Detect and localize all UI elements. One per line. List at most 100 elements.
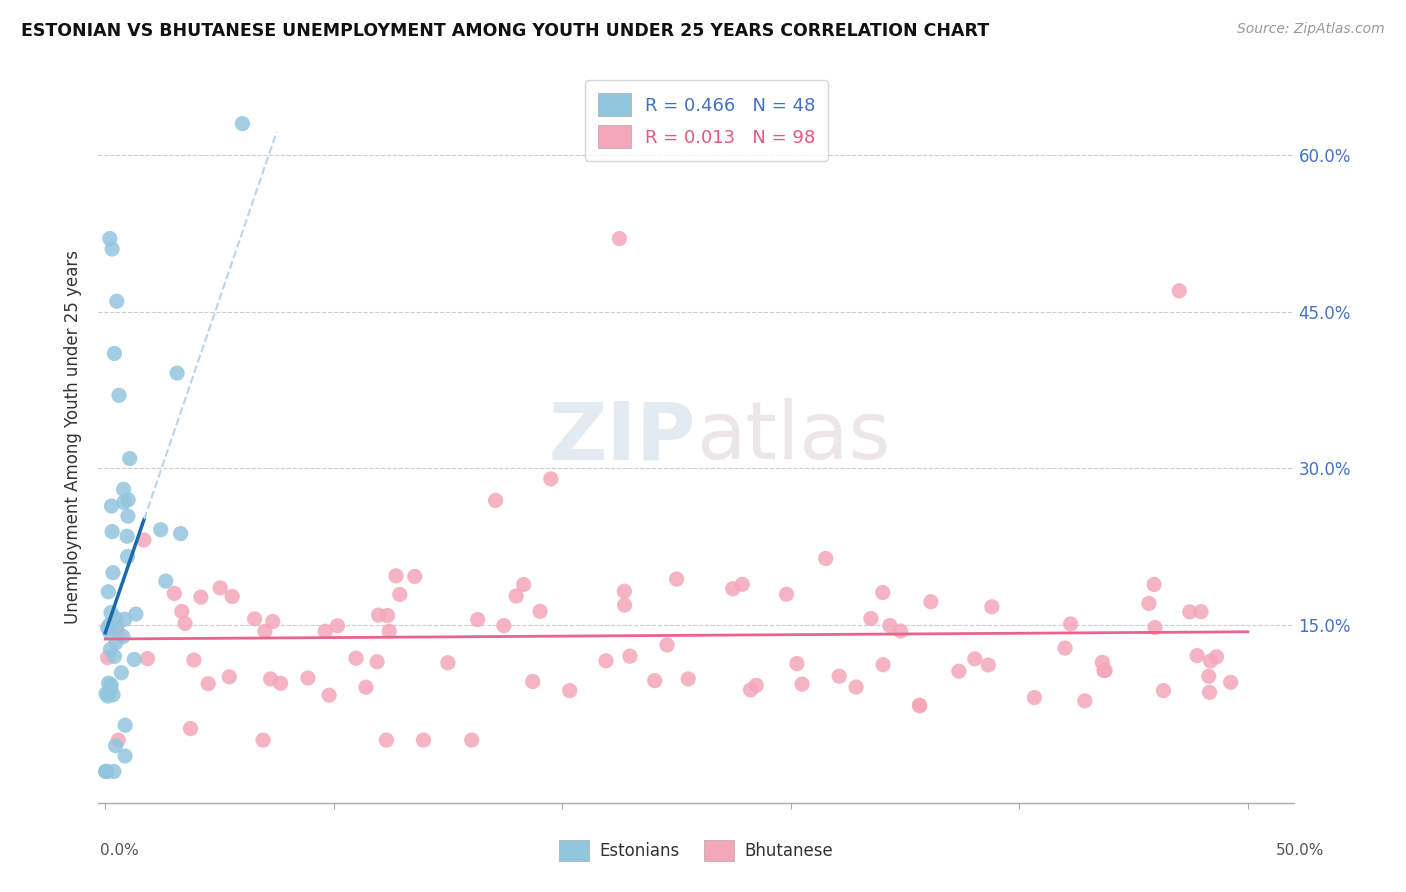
Point <box>872 657 894 672</box>
Point <box>170 604 193 618</box>
Point <box>122 652 145 666</box>
Point <box>114 749 136 764</box>
Point <box>105 294 128 309</box>
Point <box>613 598 636 612</box>
Point <box>512 577 534 591</box>
Point <box>98 617 121 632</box>
Point <box>326 619 349 633</box>
Point <box>112 483 135 497</box>
Point <box>97 584 120 599</box>
Point <box>117 492 139 507</box>
Point <box>529 604 551 618</box>
Point <box>100 678 122 692</box>
Point <box>859 611 882 625</box>
Point <box>678 672 700 686</box>
Point <box>1074 694 1097 708</box>
Point <box>231 117 253 131</box>
Point <box>183 653 205 667</box>
Point <box>731 577 754 591</box>
Point <box>1059 617 1081 632</box>
Point <box>377 608 399 623</box>
Point <box>505 589 527 603</box>
Point <box>94 764 117 779</box>
Point <box>262 615 284 629</box>
Point <box>404 569 426 583</box>
Point <box>1024 690 1046 705</box>
Point <box>1152 683 1174 698</box>
Point <box>221 590 243 604</box>
Point <box>252 733 274 747</box>
Point <box>103 649 125 664</box>
Point <box>1199 654 1222 668</box>
Point <box>101 566 124 580</box>
Point <box>190 590 212 604</box>
Point <box>125 607 148 621</box>
Point <box>179 722 201 736</box>
Point <box>108 388 131 402</box>
Point <box>100 499 122 513</box>
Point <box>354 680 377 694</box>
Point <box>218 670 240 684</box>
Point <box>775 587 797 601</box>
Point <box>98 231 121 245</box>
Text: 0.0%: 0.0% <box>100 843 139 858</box>
Point <box>1137 597 1160 611</box>
Point <box>1092 664 1115 678</box>
Point <box>104 611 127 625</box>
Point <box>963 652 986 666</box>
Point <box>111 630 134 644</box>
Point <box>745 678 768 692</box>
Point <box>484 493 506 508</box>
Point <box>412 733 434 747</box>
Point <box>522 674 544 689</box>
Point <box>385 569 408 583</box>
Point <box>100 681 122 696</box>
Point <box>920 595 942 609</box>
Point <box>1094 664 1116 678</box>
Point <box>197 676 219 690</box>
Point <box>828 669 851 683</box>
Point <box>948 664 970 678</box>
Point <box>174 616 197 631</box>
Point <box>115 529 138 543</box>
Point <box>103 346 125 360</box>
Point <box>375 733 398 747</box>
Point <box>655 638 678 652</box>
Point <box>96 764 118 779</box>
Point <box>107 623 129 637</box>
Point <box>740 682 762 697</box>
Point <box>101 688 124 702</box>
Point <box>665 572 688 586</box>
Point <box>97 621 120 635</box>
Point <box>114 612 136 626</box>
Point <box>980 599 1002 614</box>
Y-axis label: Unemployment Among Youth under 25 years: Unemployment Among Youth under 25 years <box>65 250 83 624</box>
Point <box>103 764 125 779</box>
Point <box>492 618 515 632</box>
Point <box>609 231 631 245</box>
Point <box>1198 685 1220 699</box>
Point <box>1143 577 1166 591</box>
Point <box>101 242 124 256</box>
Point <box>209 581 232 595</box>
Point <box>1053 641 1076 656</box>
Point <box>378 624 401 639</box>
Point <box>117 549 139 564</box>
Point <box>613 584 636 599</box>
Point <box>97 676 120 690</box>
Point <box>1168 284 1191 298</box>
Point <box>94 687 117 701</box>
Point <box>243 612 266 626</box>
Point <box>100 606 122 620</box>
Point <box>644 673 666 688</box>
Point <box>100 642 122 657</box>
Point <box>117 509 139 524</box>
Point <box>388 587 411 601</box>
Point <box>845 680 868 694</box>
Point <box>107 733 129 747</box>
Point <box>367 608 389 623</box>
Point <box>1198 669 1220 683</box>
Point <box>270 676 292 690</box>
Point <box>149 523 172 537</box>
Point <box>94 764 117 779</box>
